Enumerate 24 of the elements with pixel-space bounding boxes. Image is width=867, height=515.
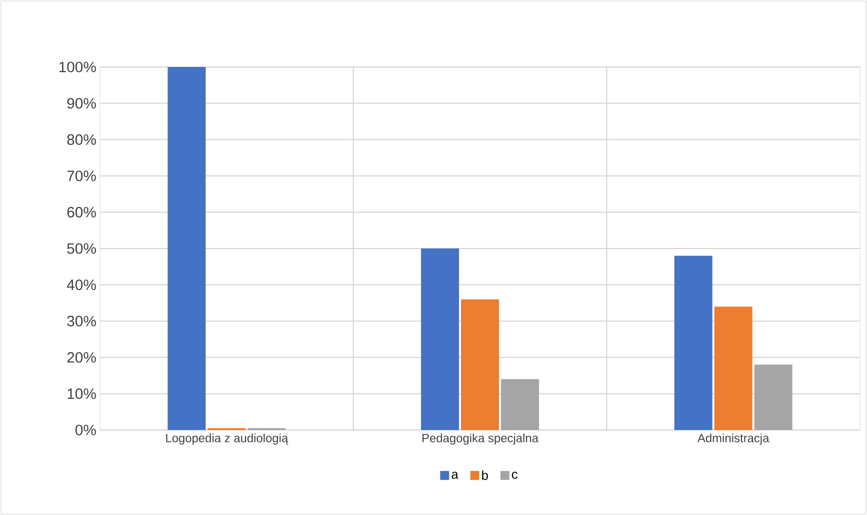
y-tick-label: 60%	[67, 206, 96, 218]
bar	[674, 256, 712, 430]
legend-label: a	[452, 472, 458, 479]
y-tick-label: 90%	[67, 98, 96, 109]
legend-label: c	[512, 472, 518, 479]
y-tick-label: 30%	[67, 316, 96, 326]
bar	[754, 364, 792, 430]
bar	[421, 248, 460, 430]
bar	[168, 66, 206, 430]
bar	[500, 379, 539, 430]
legend-label: b	[482, 470, 488, 480]
y-tick-label: 0%	[75, 424, 96, 436]
x-tick-label: Pedagogika specjalna	[422, 434, 538, 445]
y-tick-label: 100%	[59, 62, 96, 72]
y-tick-label: 20%	[67, 352, 96, 363]
y-tick-label: 80%	[67, 134, 96, 145]
y-tick-label: 50%	[67, 243, 96, 254]
bar	[461, 299, 500, 430]
y-tick-label: 10%	[68, 388, 96, 399]
y-tick-label: 40%	[66, 280, 96, 290]
x-tick-label: Logopedia z audiologią	[166, 434, 288, 445]
bar	[714, 306, 752, 430]
x-tick-label: Administracja	[697, 434, 770, 445]
y-tick-label: 70%	[67, 170, 96, 182]
